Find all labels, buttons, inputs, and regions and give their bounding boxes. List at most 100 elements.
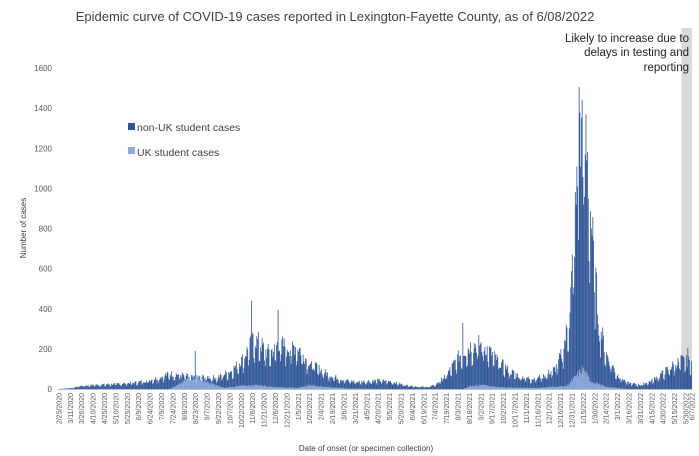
bar-non-uk (604, 364, 606, 389)
bar-non-uk (413, 387, 414, 389)
bar-uk (314, 385, 316, 389)
bar-uk (334, 387, 336, 389)
bar-non-uk (329, 376, 331, 389)
bar-non-uk (635, 384, 637, 389)
bar-uk (477, 386, 479, 389)
bar-non-uk (615, 378, 617, 389)
bar-non-uk (132, 382, 134, 389)
bar-uk (491, 386, 493, 389)
bar-non-uk (362, 382, 363, 389)
bar-non-uk (77, 387, 79, 389)
bar-non-uk (669, 369, 671, 389)
bar-uk (283, 387, 284, 389)
x-tick-label: 10/17/2021 (512, 393, 519, 428)
bar-non-uk (675, 365, 677, 389)
bar-uk (194, 379, 195, 389)
bar-non-uk (354, 384, 356, 389)
bar-uk (496, 387, 498, 389)
bar-uk (343, 388, 344, 389)
bar-non-uk (91, 385, 93, 389)
bar-non-uk (139, 381, 141, 389)
x-tick-label: 10/22/2020 (239, 393, 246, 428)
bar-non-uk (340, 379, 341, 389)
bar-non-uk (328, 381, 330, 389)
bar-non-uk (489, 348, 491, 389)
bar-uk (614, 387, 616, 389)
bar-non-uk (352, 381, 353, 389)
bar-uk (226, 387, 227, 389)
bar-non-uk (671, 366, 673, 389)
bar-non-uk (311, 361, 312, 389)
bar-non-uk (626, 384, 628, 389)
bar-uk (509, 387, 511, 389)
bar-uk (226, 387, 228, 389)
bar-non-uk (574, 191, 576, 389)
bar-non-uk (631, 384, 633, 389)
bar-non-uk (399, 382, 401, 389)
bar-non-uk (230, 370, 232, 389)
bar-uk (233, 387, 235, 389)
bar-non-uk (117, 383, 119, 389)
bar-non-uk (429, 387, 431, 389)
bar-non-uk (484, 347, 486, 389)
bar-non-uk (663, 380, 665, 389)
bar-uk (303, 386, 305, 389)
bar-non-uk (264, 366, 266, 389)
bar-uk (181, 382, 182, 389)
bar-uk (474, 386, 476, 389)
bar-uk (172, 387, 174, 389)
bar-non-uk (284, 346, 286, 389)
bar-uk (508, 387, 510, 389)
bar-non-uk (319, 373, 321, 389)
x-tick-label: 3/1/2022 (615, 393, 622, 420)
bar-non-uk (577, 186, 579, 389)
bar-uk (279, 387, 281, 389)
bar-non-uk (478, 334, 480, 389)
bar-non-uk (422, 386, 423, 389)
bar-uk (556, 386, 558, 389)
bar-non-uk (525, 380, 527, 389)
bar-uk (229, 386, 231, 389)
bar-non-uk (92, 385, 94, 389)
bar-uk (308, 384, 310, 389)
bar-non-uk (584, 154, 586, 389)
bar-uk (586, 371, 588, 389)
bar-non-uk (137, 385, 138, 389)
bar-uk (468, 386, 470, 389)
x-tick-label: 9/2/2021 (478, 393, 485, 420)
bar-non-uk (477, 355, 479, 389)
bar-non-uk (527, 377, 528, 389)
bar-non-uk (128, 383, 130, 389)
bar-non-uk (628, 381, 629, 389)
bar-uk (175, 385, 177, 389)
bar-non-uk (175, 373, 177, 389)
bar-uk (506, 387, 508, 389)
uk-student-bars (169, 366, 627, 389)
bar-non-uk (286, 349, 288, 389)
bar-uk (604, 386, 606, 389)
bar-non-uk (378, 378, 380, 389)
bar-non-uk (239, 367, 241, 389)
bar-non-uk (365, 384, 366, 389)
bar-non-uk (414, 386, 416, 389)
bar-non-uk (344, 382, 346, 389)
bar-non-uk (90, 384, 92, 389)
bar-non-uk (341, 380, 343, 389)
bar-non-uk (278, 351, 280, 389)
bar-uk (517, 387, 519, 389)
bar-non-uk (89, 386, 90, 389)
bar-non-uk (526, 377, 528, 389)
bar-uk (611, 387, 613, 389)
legend-label-non-uk: non-UK student cases (137, 122, 240, 134)
bar-non-uk (252, 334, 254, 389)
bar-non-uk (142, 383, 144, 389)
bar-uk (618, 388, 620, 389)
bar-non-uk (622, 380, 624, 389)
chart-title: Epidemic curve of COVID-19 cases reporte… (76, 9, 595, 24)
bar-non-uk (581, 117, 582, 390)
bar-non-uk (632, 383, 634, 389)
bar-uk (179, 382, 181, 389)
bar-uk (616, 387, 618, 389)
bar-non-uk (515, 373, 517, 389)
bar-non-uk (248, 365, 249, 389)
